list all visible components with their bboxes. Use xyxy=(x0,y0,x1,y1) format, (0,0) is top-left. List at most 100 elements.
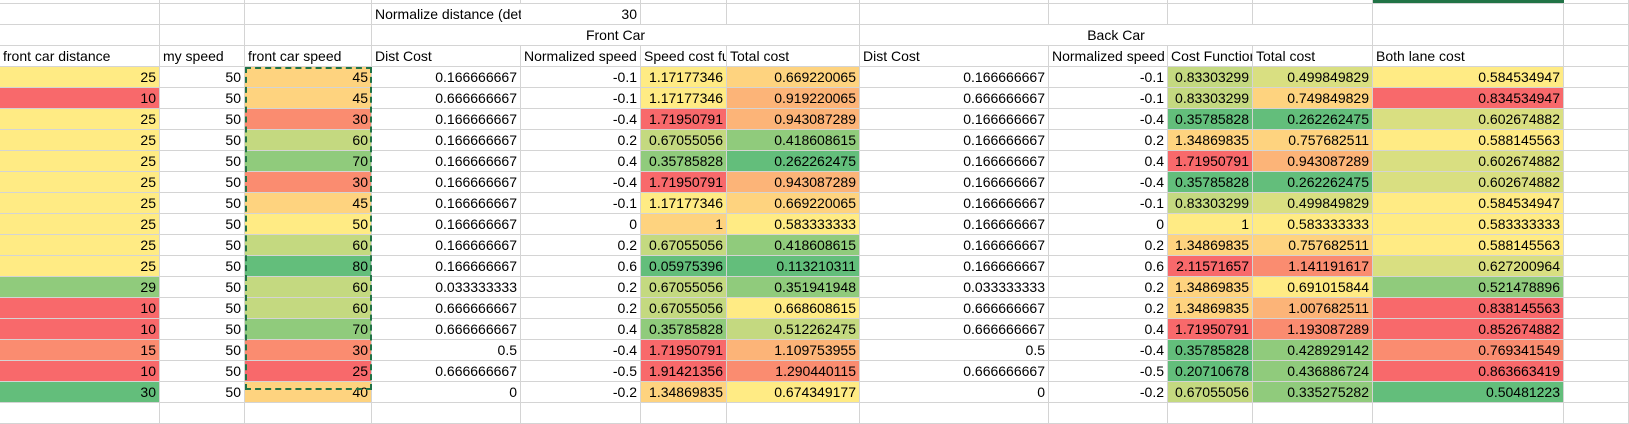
empty-cell[interactable] xyxy=(1564,4,1629,25)
group-header-front-car[interactable]: Front Car xyxy=(372,25,860,46)
data-cell[interactable]: -0.1 xyxy=(521,193,641,214)
data-cell[interactable]: 25 xyxy=(0,109,160,130)
empty-cell[interactable] xyxy=(1564,235,1629,256)
empty-cell[interactable] xyxy=(1049,4,1168,25)
data-cell[interactable]: 0.166666667 xyxy=(860,109,1049,130)
data-cell[interactable]: 60 xyxy=(245,298,372,319)
empty-cell[interactable] xyxy=(245,25,372,46)
empty-cell[interactable] xyxy=(521,0,641,4)
data-cell[interactable]: -0.1 xyxy=(521,67,641,88)
data-cell[interactable]: 0.666666667 xyxy=(372,361,521,382)
empty-cell[interactable] xyxy=(860,0,1049,4)
data-cell[interactable]: 60 xyxy=(245,235,372,256)
data-cell[interactable]: 0.2 xyxy=(521,235,641,256)
column-header-cell[interactable]: my speed xyxy=(160,46,245,67)
empty-cell[interactable] xyxy=(1564,130,1629,151)
data-cell[interactable]: 0.627200964 xyxy=(1373,256,1564,277)
data-cell[interactable]: 0.584534947 xyxy=(1373,193,1564,214)
data-cell[interactable]: -0.1 xyxy=(1049,88,1168,109)
column-header-cell[interactable]: front car speed xyxy=(245,46,372,67)
data-cell[interactable]: -0.5 xyxy=(1049,361,1168,382)
empty-cell[interactable] xyxy=(245,4,372,25)
data-cell[interactable]: 0.418608615 xyxy=(727,235,860,256)
data-cell[interactable]: 0.4 xyxy=(521,319,641,340)
data-cell[interactable]: 50 xyxy=(160,88,245,109)
data-cell[interactable]: 0.35785828 xyxy=(1168,340,1253,361)
data-cell[interactable]: 0 xyxy=(521,214,641,235)
empty-cell[interactable] xyxy=(1564,25,1629,46)
empty-cell[interactable] xyxy=(1564,46,1629,67)
data-cell[interactable]: 0.166666667 xyxy=(860,256,1049,277)
data-cell[interactable]: 0.4 xyxy=(1049,151,1168,172)
data-cell[interactable]: 0.428929142 xyxy=(1253,340,1373,361)
empty-cell[interactable] xyxy=(1168,4,1253,25)
data-cell[interactable]: -0.1 xyxy=(1049,67,1168,88)
data-cell[interactable]: 50 xyxy=(160,214,245,235)
data-cell[interactable]: 0.166666667 xyxy=(372,256,521,277)
data-cell[interactable]: 45 xyxy=(245,193,372,214)
data-cell[interactable]: 0.166666667 xyxy=(372,67,521,88)
empty-cell[interactable] xyxy=(1168,0,1253,4)
data-cell[interactable]: 50 xyxy=(160,67,245,88)
data-cell[interactable]: -0.1 xyxy=(1049,193,1168,214)
empty-cell[interactable] xyxy=(1373,25,1564,46)
data-cell[interactable]: 0.757682511 xyxy=(1253,235,1373,256)
data-cell[interactable]: 1.290440115 xyxy=(727,361,860,382)
data-cell[interactable]: 0 xyxy=(860,382,1049,403)
data-cell[interactable]: 0.583333333 xyxy=(1373,214,1564,235)
data-cell[interactable]: 0 xyxy=(372,382,521,403)
data-cell[interactable]: 50 xyxy=(160,319,245,340)
empty-cell[interactable] xyxy=(1373,4,1564,25)
data-cell[interactable]: 0.35785828 xyxy=(641,319,727,340)
data-cell[interactable]: 50 xyxy=(160,340,245,361)
data-cell[interactable]: 0.521478896 xyxy=(1373,277,1564,298)
data-cell[interactable]: 50 xyxy=(160,298,245,319)
data-cell[interactable]: 50 xyxy=(160,109,245,130)
empty-cell[interactable] xyxy=(160,0,245,4)
data-cell[interactable]: 0.838145563 xyxy=(1373,298,1564,319)
data-cell[interactable]: 1.109753955 xyxy=(727,340,860,361)
data-cell[interactable]: 0.033333333 xyxy=(860,277,1049,298)
data-cell[interactable]: 45 xyxy=(245,88,372,109)
empty-cell[interactable] xyxy=(0,25,160,46)
data-cell[interactable]: 1.007682511 xyxy=(1253,298,1373,319)
column-header-cell[interactable]: Normalized speed xyxy=(1049,46,1168,67)
data-cell[interactable]: 0.666666667 xyxy=(860,319,1049,340)
data-cell[interactable]: 0.35785828 xyxy=(1168,172,1253,193)
data-cell[interactable]: 0.20710678 xyxy=(1168,361,1253,382)
data-cell[interactable]: 0.262262475 xyxy=(727,151,860,172)
data-cell[interactable]: 30 xyxy=(0,382,160,403)
empty-cell[interactable] xyxy=(860,403,1049,424)
data-cell[interactable]: 0.666666667 xyxy=(860,361,1049,382)
column-header-cell[interactable]: Normalized speed xyxy=(521,46,641,67)
data-cell[interactable]: -0.4 xyxy=(521,172,641,193)
data-cell[interactable]: 0.166666667 xyxy=(860,130,1049,151)
data-cell[interactable]: 0.67055056 xyxy=(1168,382,1253,403)
data-cell[interactable]: 0.2 xyxy=(1049,235,1168,256)
empty-cell[interactable] xyxy=(160,25,245,46)
data-cell[interactable]: 0.584534947 xyxy=(1373,67,1564,88)
empty-cell[interactable] xyxy=(1253,403,1373,424)
data-cell[interactable]: 0.113210311 xyxy=(727,256,860,277)
data-cell[interactable]: 30 xyxy=(245,172,372,193)
empty-cell[interactable] xyxy=(1564,109,1629,130)
data-cell[interactable]: 29 xyxy=(0,277,160,298)
empty-cell[interactable] xyxy=(1564,277,1629,298)
data-cell[interactable]: 0.666666667 xyxy=(372,88,521,109)
empty-cell[interactable] xyxy=(1564,193,1629,214)
data-cell[interactable]: 0.2 xyxy=(521,277,641,298)
empty-cell[interactable] xyxy=(0,4,160,25)
param-label-cell[interactable]: Normalize distance (det xyxy=(372,4,521,25)
data-cell[interactable]: 0.583333333 xyxy=(727,214,860,235)
data-cell[interactable]: 25 xyxy=(0,235,160,256)
data-cell[interactable]: 0.668608615 xyxy=(727,298,860,319)
column-header-cell[interactable]: Dist Cost xyxy=(860,46,1049,67)
data-cell[interactable]: 1.34869835 xyxy=(1168,277,1253,298)
data-cell[interactable]: 0.2 xyxy=(521,130,641,151)
data-cell[interactable]: 0.669220065 xyxy=(727,193,860,214)
data-cell[interactable]: 0.666666667 xyxy=(372,319,521,340)
data-cell[interactable]: 1 xyxy=(1168,214,1253,235)
data-cell[interactable]: 1.34869835 xyxy=(1168,298,1253,319)
data-cell[interactable]: -0.4 xyxy=(1049,109,1168,130)
data-cell[interactable]: 70 xyxy=(245,151,372,172)
